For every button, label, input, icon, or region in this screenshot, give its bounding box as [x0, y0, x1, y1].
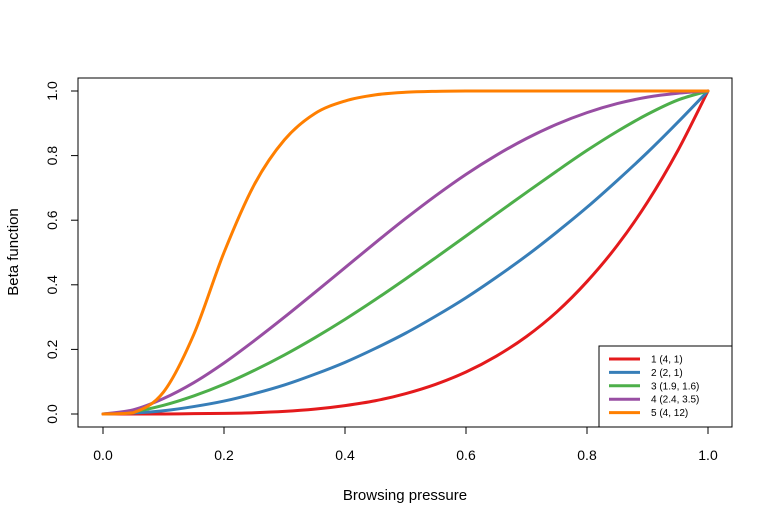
series-line-1 [101, 89, 710, 416]
legend-label: 5 (4, 12) [651, 408, 688, 419]
x-tick-label: 0.6 [456, 447, 476, 463]
x-axis-title: Browsing pressure [343, 487, 467, 504]
legend: 1 (4, 1) 2 (2, 1) 3 (1.9, 1.6) 4 (2.4, 3.5)… [598, 345, 733, 428]
legend-label: 2 (2, 1) [651, 368, 683, 379]
legend-label: 4 (2.4, 3.5) [651, 395, 699, 406]
x-tick-label: 0.0 [93, 447, 113, 463]
series-line-4 [101, 89, 710, 416]
series-line-3 [101, 89, 710, 416]
series-layer [101, 89, 710, 416]
y-axis: 0.0 0.2 0.4 0.6 0.8 1.0 [44, 81, 79, 424]
y-tick-label: 0.8 [44, 146, 60, 166]
y-tick-label: 0.6 [44, 210, 60, 230]
x-axis: 0.0 0.2 0.4 0.6 0.8 1.0 [93, 426, 718, 463]
series-line-5 [101, 89, 710, 416]
x-tick-label: 0.4 [335, 447, 355, 463]
y-tick-label: 0.0 [44, 404, 60, 424]
x-tick-label: 0.2 [214, 447, 234, 463]
y-axis-title: Beta function [5, 208, 22, 296]
y-tick-label: 0.2 [44, 339, 60, 359]
y-tick-label: 0.4 [44, 275, 60, 295]
legend-label: 3 (1.9, 1.6) [651, 381, 699, 392]
x-tick-label: 1.0 [698, 447, 718, 463]
series-line-2 [101, 89, 710, 416]
y-tick-label: 1.0 [44, 81, 60, 101]
legend-label: 1 (4, 1) [651, 355, 683, 366]
x-tick-label: 0.8 [577, 447, 597, 463]
